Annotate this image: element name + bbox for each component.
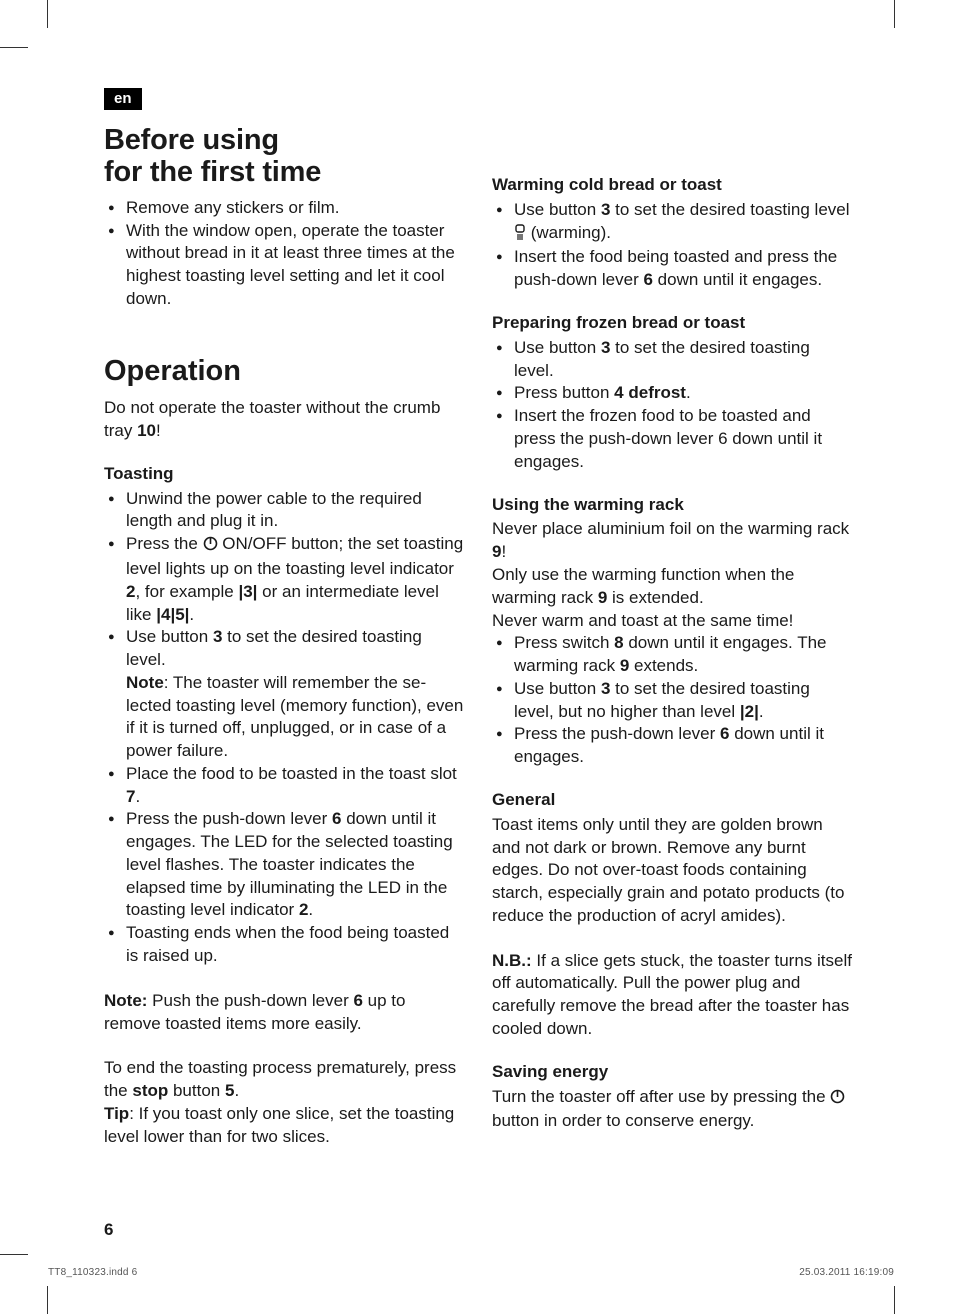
subheading-warming: Warming cold bread or toast: [492, 174, 852, 197]
note-lever-up: Note: Push the push-down lever 6 up to r…: [104, 990, 464, 1036]
power-icon: [203, 535, 218, 558]
list-item: Press the ON/OFF button; the set toastin…: [104, 533, 464, 626]
power-icon: [830, 1088, 845, 1111]
before-using-list: Remove any stickers or film. With the wi…: [104, 197, 464, 311]
list-item: Toasting ends when the food being toast­…: [104, 922, 464, 968]
page-number: 6: [104, 1220, 113, 1240]
operation-intro: Do not operate the toaster without the c…: [104, 397, 464, 443]
right-column: Warming cold bread or toast Use button 3…: [492, 124, 852, 1148]
list-item: With the window open, operate the toast­…: [104, 220, 464, 311]
list-item: Press switch 8 down until it engages. Th…: [492, 632, 852, 678]
list-item: Insert the frozen food to be toasted and…: [492, 405, 852, 473]
rack-warning-2: Only use the warming function when the w…: [492, 564, 852, 610]
language-tab: en: [104, 88, 142, 110]
list-item: Press the push-down lever 6 down until i…: [104, 808, 464, 922]
rack-warning-3: Never warm and toast at the same time!: [492, 610, 852, 633]
imprint-timestamp: 25.03.2011 16:19:09: [799, 1267, 894, 1278]
list-item: Press button 4 defrost.: [492, 382, 852, 405]
list-item: Use button 3 to set the desired toasting…: [104, 626, 464, 763]
list-item: Place the food to be toasted in the toas…: [104, 763, 464, 809]
heading-before-using: Before using for the first time: [104, 124, 464, 189]
list-item: Press the push-down lever 6 down until i…: [492, 723, 852, 769]
rack-list: Press switch 8 down until it engages. Th…: [492, 632, 852, 769]
subheading-rack: Using the warming rack: [492, 494, 852, 517]
list-item: Unwind the power cable to the required l…: [104, 488, 464, 534]
saving-energy-paragraph: Turn the toaster off after use by pressi…: [492, 1086, 852, 1134]
heading-operation: Operation: [104, 355, 464, 387]
nb-paragraph: N.B.: If a slice gets stuck, the toaster…: [492, 950, 852, 1041]
warming-list: Use button 3 to set the desired toasting…: [492, 199, 852, 292]
subheading-general: General: [492, 789, 852, 812]
subheading-saving-energy: Saving energy: [492, 1061, 852, 1084]
list-item: Insert the food being toasted and press …: [492, 246, 852, 292]
imprint-filename: TT8_110323.indd 6: [48, 1267, 137, 1278]
subheading-frozen: Preparing frozen bread or toast: [492, 312, 852, 335]
frozen-list: Use button 3 to set the desired toasting…: [492, 337, 852, 474]
warming-icon: [514, 224, 526, 247]
list-item: Use button 3 to set the desired toasting…: [492, 678, 852, 724]
general-paragraph: Toast items only until they are golden b…: [492, 814, 852, 928]
list-item: Use button 3 to set the desired toasting…: [492, 337, 852, 383]
left-column: Before using for the first time Remove a…: [104, 124, 464, 1148]
toasting-list: Unwind the power cable to the required l…: [104, 488, 464, 968]
list-item: Use button 3 to set the desired toasting…: [492, 199, 852, 247]
tip-paragraph: Tip: If you toast only one slice, set th…: [104, 1103, 464, 1149]
subheading-toasting: Toasting: [104, 463, 464, 486]
list-item: Remove any stickers or film.: [104, 197, 464, 220]
stop-paragraph: To end the toasting process prematurely,…: [104, 1057, 464, 1103]
rack-warning-1: Never place aluminium foil on the warmin…: [492, 518, 852, 564]
